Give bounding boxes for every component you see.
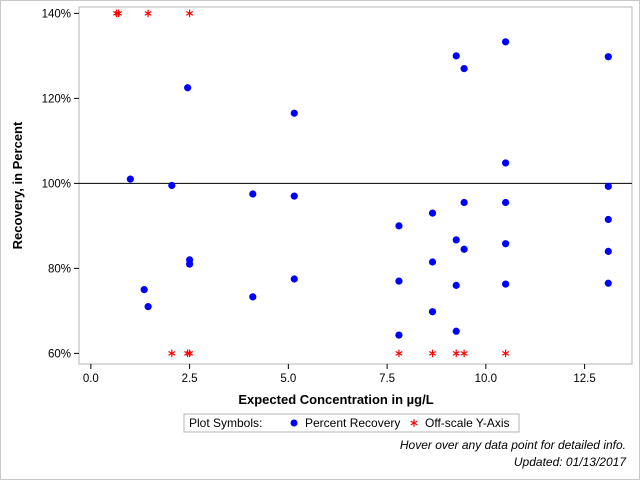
recovery-point[interactable] [502, 280, 510, 288]
y-tick-label: 140% [42, 8, 71, 20]
x-axis-ticks: 0.0 2.5 5.0 7.5 10.0 12.5 [83, 364, 596, 385]
recovery-point[interactable] [140, 286, 148, 294]
recovery-point[interactable] [428, 308, 437, 316]
offscale-point[interactable] [395, 349, 403, 358]
legend-label-off-scale: Off-scale Y-Axis [425, 416, 509, 430]
recovery-point[interactable] [604, 182, 612, 190]
recovery-point[interactable] [395, 331, 403, 339]
y-axis-title: Recovery, in Percent [10, 121, 25, 249]
recovery-point[interactable] [395, 222, 403, 230]
x-tick-label: 0.0 [83, 373, 99, 385]
offscale-point[interactable] [460, 349, 468, 358]
offscale-point[interactable] [186, 349, 194, 358]
y-tick-label: 80% [48, 263, 71, 275]
legend: Plot Symbols: Percent Recovery Off-scale… [183, 413, 520, 433]
recovery-point[interactable] [502, 38, 510, 46]
recovery-point[interactable] [604, 247, 612, 255]
recovery-point[interactable] [249, 293, 257, 301]
recovery-point[interactable] [249, 190, 257, 198]
recovery-point[interactable] [168, 181, 176, 190]
recovery-point[interactable] [452, 327, 460, 335]
legend-asterisk-glyph [410, 419, 418, 427]
y-tick-label: 100% [42, 178, 71, 190]
y-tick-label: 60% [48, 348, 71, 360]
y-axis-ticks: 60% 80% 100% 120% 140% [42, 8, 79, 360]
legend-label-percent-recovery: Percent Recovery [305, 416, 400, 430]
recovery-point[interactable] [395, 277, 403, 285]
recovery-point[interactable] [604, 279, 612, 287]
recovery-point[interactable] [452, 236, 460, 244]
recovery-point[interactable] [460, 245, 468, 253]
recovery-point[interactable] [452, 52, 460, 60]
recovery-point[interactable] [452, 281, 460, 289]
offscale-point[interactable] [428, 349, 437, 358]
recovery-point[interactable] [460, 65, 468, 73]
x-axis-title: Expected Concentration in µg/L [238, 392, 433, 407]
recovery-point[interactable] [604, 215, 612, 224]
hover-note: Hover over any data point for detailed i… [399, 438, 626, 452]
recovery-point[interactable] [604, 53, 612, 61]
recovery-point[interactable] [502, 198, 510, 207]
offscale-point[interactable] [452, 349, 460, 358]
recovery-point[interactable] [290, 192, 298, 200]
data-points [112, 9, 612, 358]
updated-date: Updated: 01/13/2017 [513, 455, 626, 469]
recovery-point[interactable] [144, 303, 152, 311]
recovery-point[interactable] [186, 260, 194, 268]
recovery-point[interactable] [184, 84, 192, 92]
recovery-point[interactable] [502, 159, 510, 167]
x-tick-label: 7.5 [379, 373, 395, 385]
x-tick-label: 10.0 [475, 373, 497, 385]
offscale-point[interactable] [186, 9, 194, 18]
x-tick-label: 12.5 [573, 373, 595, 385]
x-tick-label: 5.0 [280, 373, 296, 385]
plot-area [78, 6, 633, 365]
offscale-point[interactable] [168, 349, 176, 358]
recovery-point[interactable] [428, 258, 437, 266]
offscale-point[interactable] [144, 9, 152, 18]
recovery-point[interactable] [290, 275, 298, 283]
legend-title: Plot Symbols: [189, 416, 262, 430]
offscale-point[interactable] [502, 349, 510, 358]
recovery-point[interactable] [126, 175, 134, 183]
legend-box [183, 413, 520, 433]
recovery-point[interactable] [290, 109, 298, 117]
y-tick-label: 120% [42, 93, 71, 105]
offscale-point[interactable] [114, 9, 123, 18]
x-tick-label: 2.5 [182, 373, 198, 385]
legend-marker-off-scale [410, 419, 418, 427]
legend-marker-percent-recovery [290, 419, 298, 427]
recovery-point[interactable] [428, 209, 437, 217]
recovery-point[interactable] [502, 240, 510, 248]
recovery-point[interactable] [460, 198, 468, 207]
